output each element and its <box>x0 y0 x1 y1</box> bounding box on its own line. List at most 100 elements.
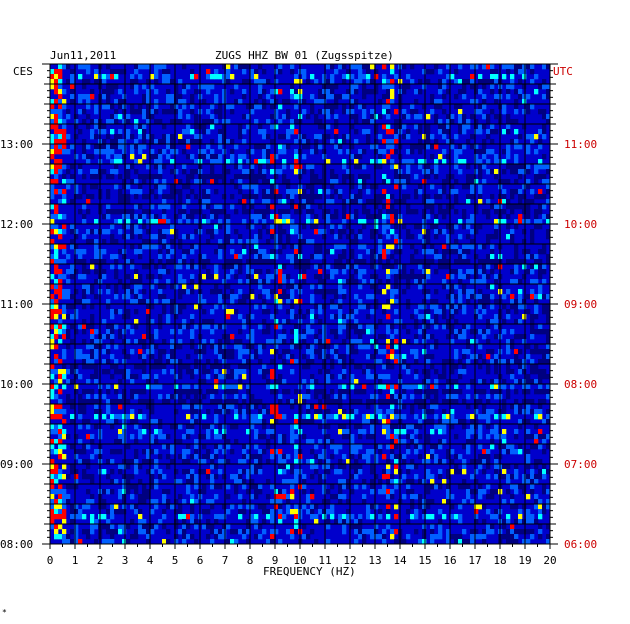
spectrogram-cell <box>214 94 219 100</box>
spectrogram-cell <box>170 184 175 190</box>
spectrogram-cell <box>226 104 231 110</box>
spectrogram-cell <box>358 74 363 80</box>
spectrogram-cell <box>78 64 83 70</box>
spectrogram-cell <box>434 114 439 120</box>
spectrogram-cell <box>182 469 187 475</box>
spectrogram-cell <box>254 189 259 195</box>
spectrogram-cell <box>274 494 279 500</box>
spectrogram-cell <box>478 79 483 85</box>
spectrogram-cell <box>446 239 451 245</box>
spectrogram-cell <box>142 499 147 505</box>
spectrogram-cell <box>374 299 379 305</box>
spectrogram-cell <box>470 239 475 245</box>
spectrogram-cell <box>150 469 155 475</box>
spectrogram-cell <box>134 284 139 290</box>
spectrogram-cell <box>178 324 183 330</box>
spectrogram-cell <box>538 194 543 200</box>
spectrogram-cell <box>478 174 483 180</box>
spectrogram-cell <box>466 359 471 365</box>
spectrogram-cell <box>158 349 163 355</box>
spectrogram-cell <box>266 189 271 195</box>
spectrogram-cell <box>50 104 55 110</box>
spectrogram-cell <box>62 434 67 440</box>
spectrogram-cell <box>330 194 335 200</box>
spectrogram-cell <box>346 434 351 440</box>
spectrogram-cell <box>82 354 87 360</box>
spectrogram-cell <box>258 169 263 175</box>
spectrogram-cell <box>310 309 315 315</box>
spectrogram-cell <box>390 64 395 70</box>
spectrogram-cell <box>218 154 223 160</box>
spectrogram-cell <box>326 379 331 385</box>
spectrogram-cell <box>530 289 535 295</box>
spectrogram-cell <box>510 474 515 480</box>
spectrogram-cell <box>326 469 331 475</box>
spectrogram-cell <box>234 64 239 70</box>
spectrogram-cell <box>114 114 119 120</box>
spectrogram-cell <box>342 394 347 400</box>
spectrogram-cell <box>294 94 299 100</box>
spectrogram-cell <box>322 344 327 350</box>
spectrogram-cell <box>362 94 367 100</box>
spectrogram-cell <box>302 169 307 175</box>
spectrogram-cell <box>394 469 399 475</box>
spectrogram-cell <box>434 169 439 175</box>
spectrogram-cell <box>330 494 335 500</box>
spectrogram-cell <box>466 294 471 300</box>
spectrogram-cell <box>446 484 451 490</box>
spectrogram-cell <box>274 339 279 345</box>
spectrogram-cell <box>146 209 151 215</box>
spectrogram-cell <box>62 409 67 415</box>
spectrogram-cell <box>106 324 111 330</box>
spectrogram-cell <box>286 144 291 150</box>
spectrogram-cell <box>74 299 79 305</box>
spectrogram-cell <box>486 484 491 490</box>
spectrogram-cell <box>134 489 139 495</box>
spectrogram-cell <box>82 119 87 125</box>
spectrogram-cell <box>110 314 115 320</box>
spectrogram-cell <box>122 459 127 465</box>
spectrogram-cell <box>390 294 395 300</box>
spectrogram-cell <box>282 329 287 335</box>
spectrogram-cell <box>422 224 427 230</box>
spectrogram-cell <box>546 349 551 355</box>
spectrogram-cell <box>162 179 167 185</box>
spectrogram-cell <box>302 69 307 75</box>
spectrogram-cell <box>402 194 407 200</box>
spectrogram-cell <box>486 284 491 290</box>
spectrogram-cell <box>418 419 423 425</box>
spectrogram-cell <box>378 154 383 160</box>
spectrogram-cell <box>446 124 451 130</box>
spectrogram-cell <box>386 114 391 120</box>
spectrogram-cell <box>446 294 451 300</box>
spectrogram-cell <box>246 239 251 245</box>
spectrogram-cell <box>442 249 447 255</box>
spectrogram-cell <box>70 174 75 180</box>
spectrogram-cell <box>330 74 335 80</box>
spectrogram-cell <box>78 424 83 430</box>
spectrogram-cell <box>430 499 435 505</box>
spectrogram-cell <box>514 154 519 160</box>
spectrogram-cell <box>222 169 227 175</box>
spectrogram-cell <box>426 264 431 270</box>
spectrogram-cell <box>466 259 471 265</box>
spectrogram-cell <box>134 84 139 90</box>
spectrogram-cell <box>70 464 75 470</box>
spectrogram-cell <box>294 329 299 335</box>
spectrogram-cell <box>134 89 139 95</box>
spectrogram-cell <box>466 384 471 390</box>
spectrogram-cell <box>186 324 191 330</box>
spectrogram-cell <box>166 354 171 360</box>
spectrogram-cell <box>502 109 507 115</box>
spectrogram-cell <box>338 389 343 395</box>
spectrogram-cell <box>526 219 531 225</box>
spectrogram-cell <box>150 434 155 440</box>
spectrogram-cell <box>182 499 187 505</box>
spectrogram-cell <box>418 424 423 430</box>
spectrogram-cell <box>50 304 55 310</box>
spectrogram-cell <box>106 104 111 110</box>
spectrogram-cell <box>218 399 223 405</box>
spectrogram-cell <box>202 194 207 200</box>
spectrogram-cell <box>426 499 431 505</box>
spectrogram-cell <box>242 209 247 215</box>
